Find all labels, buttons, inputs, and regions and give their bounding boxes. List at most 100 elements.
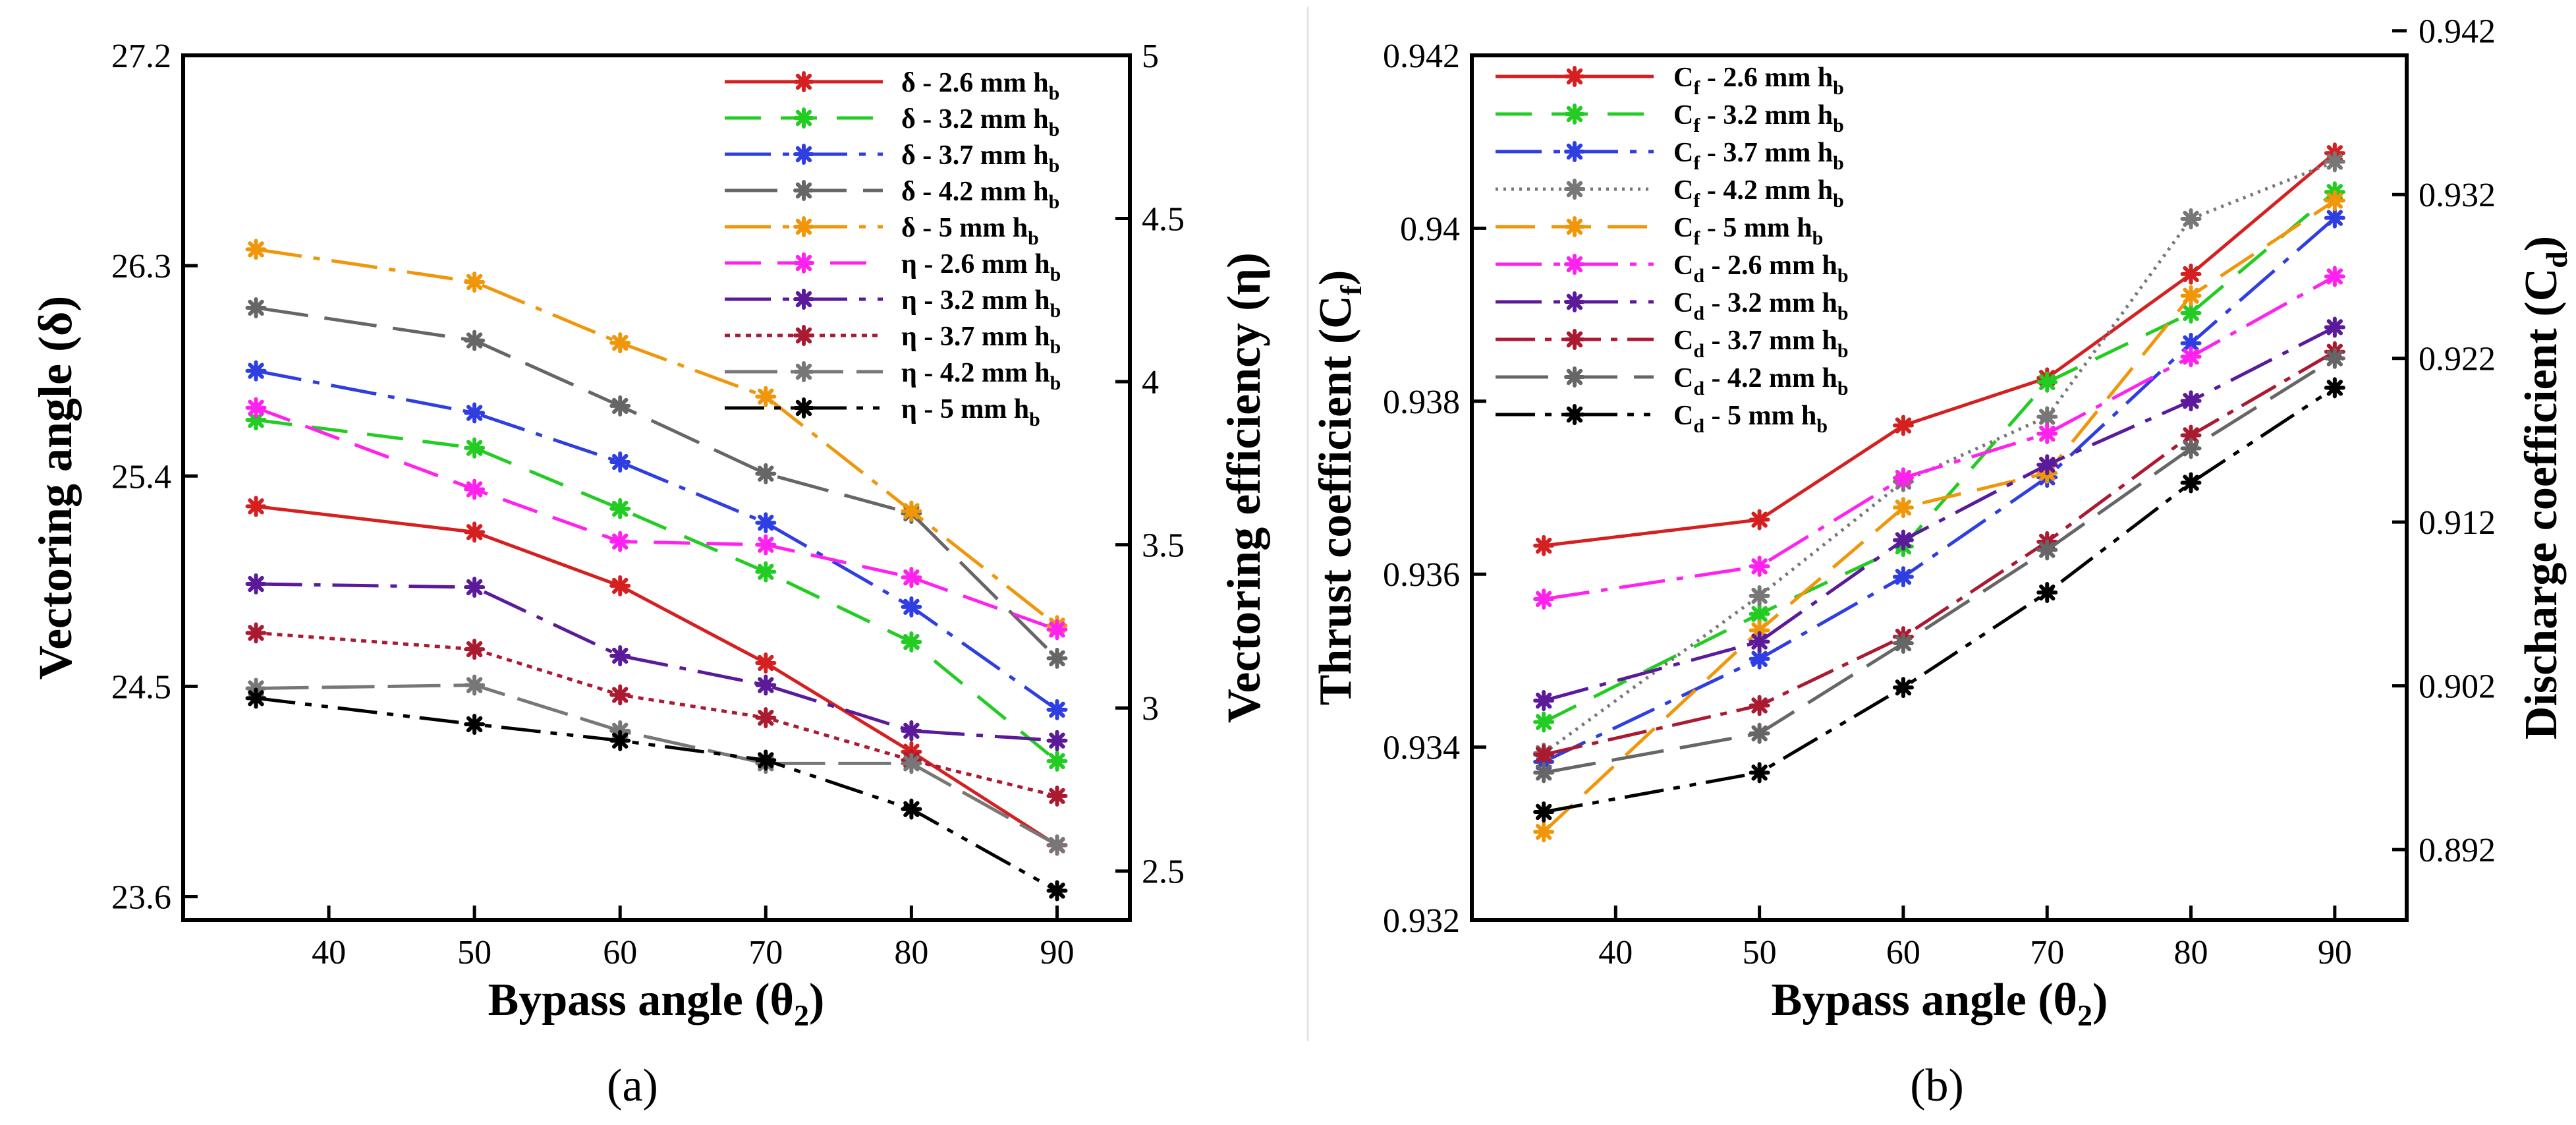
y2-tick-label: 3 bbox=[1142, 690, 1159, 728]
y-axis-left-b: 0.932 0.934 0.936 0.938 0.94 0.942 bbox=[1383, 38, 1486, 940]
legend-entry: δ - 2.6 mm hb bbox=[725, 68, 1059, 104]
data-point bbox=[609, 684, 631, 706]
data-point bbox=[755, 534, 777, 556]
data-point bbox=[2036, 582, 2058, 604]
data-point bbox=[609, 645, 631, 666]
data-point bbox=[2180, 285, 2202, 306]
series-line bbox=[1543, 190, 2336, 724]
legend-marker bbox=[1564, 254, 1585, 275]
y-axis-right-a: 2.5 3 3.5 4 4.5 5 bbox=[1115, 38, 1185, 891]
data-point bbox=[1749, 762, 1770, 784]
y2-tick-label: 2.5 bbox=[1142, 853, 1185, 891]
data-point bbox=[245, 622, 267, 644]
legend-label: Cd - 5 mm hb bbox=[1673, 401, 1828, 437]
legend-marker bbox=[793, 107, 814, 129]
data-point bbox=[2180, 208, 2202, 229]
series-9 bbox=[1533, 347, 2345, 784]
data-point bbox=[1892, 566, 1914, 588]
y-tick-label: 0.936 bbox=[1383, 556, 1460, 594]
y-tick-label: 27.2 bbox=[111, 38, 171, 75]
legend-label: δ - 3.2 mm hb bbox=[901, 104, 1059, 140]
series-line bbox=[1542, 199, 2336, 834]
y-tick-label: 26.3 bbox=[111, 248, 171, 285]
series-line bbox=[1543, 350, 2336, 757]
legend-label: Cf - 4.2 mm hb bbox=[1673, 175, 1844, 212]
data-point bbox=[1892, 415, 1914, 436]
x-tick-label: 90 bbox=[2318, 934, 2352, 971]
data-point bbox=[1046, 880, 1068, 902]
series-9 bbox=[245, 674, 1068, 856]
data-point bbox=[2036, 423, 2058, 444]
data-point bbox=[1892, 467, 1914, 489]
data-point bbox=[609, 451, 631, 473]
data-point bbox=[755, 707, 777, 729]
series-5 bbox=[1533, 190, 2345, 843]
legend-label: η - 2.6 mm hb bbox=[901, 249, 1061, 285]
data-point bbox=[901, 500, 922, 522]
x-axis-a: 40 50 60 70 80 90 bbox=[312, 906, 1074, 971]
legend-marker bbox=[793, 180, 814, 201]
data-point bbox=[755, 749, 777, 771]
legend-label: δ - 4.2 mm hb bbox=[901, 177, 1059, 213]
legend-label: Cd - 2.6 mm hb bbox=[1673, 250, 1849, 287]
legend-entry: Cd - 4.2 mm hb bbox=[1496, 363, 1849, 399]
y-tick-label: 23.6 bbox=[111, 879, 171, 917]
x-tick-label: 80 bbox=[894, 934, 928, 971]
legend-entry: Cf - 2.6 mm hb bbox=[1496, 63, 1844, 99]
series-group-a bbox=[245, 239, 1068, 902]
y2-tick-label: 0.942 bbox=[2419, 13, 2496, 51]
data-point bbox=[609, 332, 631, 354]
data-point bbox=[901, 596, 922, 618]
series-10 bbox=[245, 687, 1068, 902]
legend-marker bbox=[1564, 179, 1585, 200]
legend-marker bbox=[793, 252, 814, 274]
y-tick-label: 0.938 bbox=[1383, 384, 1460, 421]
data-point bbox=[1046, 834, 1068, 856]
y-tick-label: 0.942 bbox=[1383, 38, 1460, 75]
series-line bbox=[1542, 160, 2336, 755]
x-tick-label: 70 bbox=[2030, 934, 2064, 971]
data-point bbox=[609, 498, 631, 519]
legend-label: δ - 2.6 mm hb bbox=[901, 68, 1059, 104]
legend-marker bbox=[1564, 103, 1585, 125]
legend-entry: δ - 3.7 mm hb bbox=[725, 140, 1059, 177]
data-point bbox=[755, 386, 777, 407]
data-point bbox=[1749, 603, 1770, 625]
x-axis-title-a: Bypass angle (θ2) bbox=[488, 975, 825, 1032]
series-line bbox=[256, 683, 1058, 847]
data-point bbox=[1046, 699, 1068, 720]
series-4 bbox=[245, 297, 1068, 669]
legend-entry: η - 3.7 mm hb bbox=[725, 322, 1061, 358]
plot-frame-b bbox=[1470, 53, 2409, 922]
series-group-b bbox=[1533, 142, 2345, 843]
legend-entry: δ - 5 mm hb bbox=[725, 213, 1039, 249]
data-point bbox=[1749, 585, 1770, 606]
data-point bbox=[1046, 730, 1068, 751]
data-point bbox=[1046, 785, 1068, 807]
y-tick-label: 0.94 bbox=[1400, 210, 1460, 248]
legend-a: δ - 2.6 mm hbδ - 3.2 mm hbδ - 3.7 mm hbδ… bbox=[725, 68, 1061, 430]
legend-label: Cf - 2.6 mm hb bbox=[1673, 63, 1844, 99]
data-point bbox=[1749, 648, 1770, 670]
x-tick-label: 80 bbox=[2174, 934, 2208, 971]
legend-entry: δ - 3.2 mm hb bbox=[725, 104, 1059, 140]
legend-entry: Cd - 5 mm hb bbox=[1496, 401, 1828, 437]
data-point bbox=[1892, 497, 1914, 519]
data-point bbox=[2036, 539, 2058, 561]
y2-tick-label: 0.922 bbox=[2419, 341, 2496, 378]
legend-entry: Cf - 3.7 mm hb bbox=[1496, 138, 1844, 174]
data-point bbox=[1533, 744, 1555, 766]
data-point bbox=[464, 577, 486, 598]
legend-label: Cd - 4.2 mm hb bbox=[1673, 363, 1849, 399]
data-point bbox=[464, 271, 486, 293]
data-point bbox=[609, 575, 631, 596]
series-line bbox=[256, 418, 1059, 763]
data-point bbox=[2324, 207, 2345, 229]
series-line bbox=[256, 582, 1057, 743]
legend-entry: η - 4.2 mm hb bbox=[725, 358, 1061, 394]
legend-marker bbox=[793, 289, 814, 310]
data-point bbox=[464, 330, 486, 351]
data-point bbox=[1046, 647, 1068, 669]
series-line bbox=[1543, 357, 2336, 774]
